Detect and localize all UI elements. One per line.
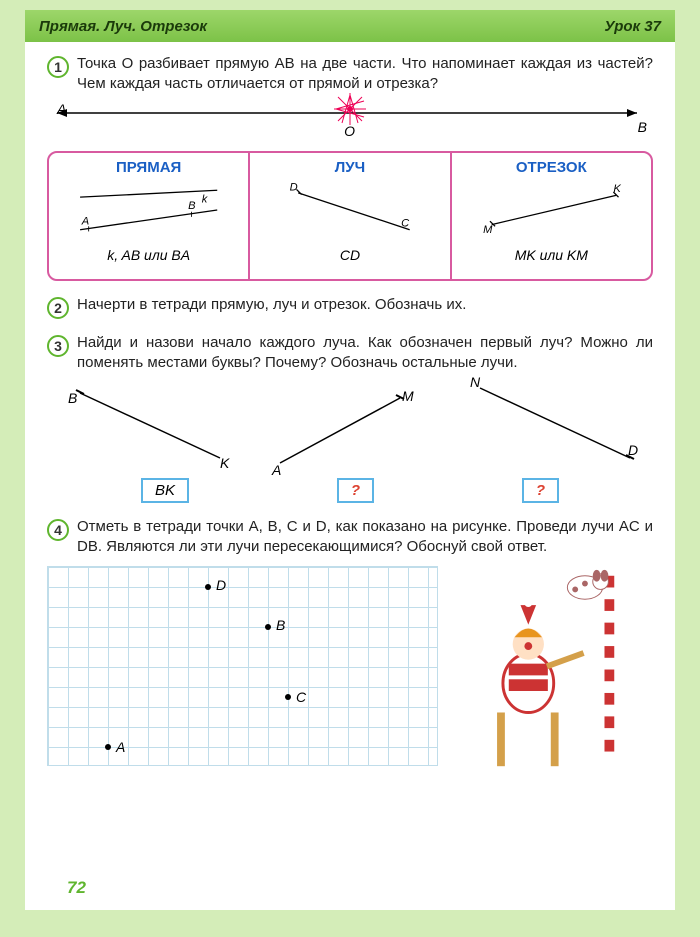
- task-number: 3: [47, 335, 69, 357]
- answer-q2: ?: [522, 478, 559, 503]
- definitions-box: ПРЯМАЯ k A B k, AB или BA ЛУЧ: [47, 151, 653, 281]
- svg-text:D: D: [628, 442, 638, 458]
- task-number: 2: [47, 297, 69, 319]
- svg-text:k: k: [202, 193, 209, 205]
- def-caption-seg: MK или KM: [460, 247, 643, 263]
- task-number: 1: [47, 56, 69, 78]
- label-c: C: [296, 689, 306, 705]
- task-4: 4 Отметь в тетради точки A, B, C и D, ка…: [47, 517, 653, 771]
- topic-title: Прямая. Луч. Отрезок: [39, 18, 207, 35]
- grid-area: A B C D: [47, 566, 653, 771]
- point-a: [105, 744, 111, 750]
- task-1: 1 Точка O разбивает прямую AB на две час…: [47, 54, 653, 281]
- clown-illustration: [458, 566, 653, 771]
- svg-text:D: D: [290, 181, 298, 193]
- task-3: 3 Найди и назови начало каждого луча. Ка…: [47, 333, 653, 504]
- lesson-header: Прямая. Луч. Отрезок Урок 37: [25, 10, 675, 42]
- line-ab-diagram: A B O: [57, 101, 643, 141]
- lesson-number: Урок 37: [604, 18, 661, 35]
- label-b: B: [638, 119, 647, 135]
- answer-bk: BK: [141, 478, 189, 503]
- svg-text:B: B: [68, 390, 77, 406]
- svg-text:K: K: [613, 183, 621, 195]
- def-segment: ОТРЕЗОК M K MK или KM: [452, 153, 651, 279]
- answer-q1: ?: [337, 478, 374, 503]
- page: Прямая. Луч. Отрезок Урок 37 1 Точка O р…: [25, 10, 675, 910]
- page-number: 72: [67, 878, 86, 898]
- label-d: D: [216, 577, 226, 593]
- label-b: B: [276, 617, 285, 633]
- svg-text:A: A: [271, 462, 281, 478]
- svg-text:A: A: [81, 215, 89, 227]
- point-b: [265, 624, 271, 630]
- rays-diagram: B K A M N D: [47, 373, 653, 483]
- def-ray: ЛУЧ D C CD: [250, 153, 451, 279]
- task-text: Отметь в тетради точки A, B, C и D, как …: [77, 517, 653, 558]
- def-caption-line: k, AB или BA: [57, 247, 240, 263]
- svg-text:K: K: [220, 455, 230, 471]
- label-a: A: [116, 739, 125, 755]
- def-title-seg: ОТРЕЗОК: [460, 159, 643, 176]
- def-title-line: ПРЯМАЯ: [57, 159, 240, 176]
- label-a: A: [57, 101, 66, 117]
- def-line-svg: k A B: [57, 180, 240, 240]
- task-2: 2 Начерти в тетради прямую, луч и отрезо…: [47, 295, 653, 319]
- point-c: [285, 694, 291, 700]
- def-seg-svg: M K: [460, 180, 643, 240]
- task-number: 4: [47, 519, 69, 541]
- content: 1 Точка O разбивает прямую AB на две час…: [25, 42, 675, 771]
- svg-text:C: C: [401, 217, 410, 229]
- point-d: [205, 584, 211, 590]
- svg-text:N: N: [470, 374, 481, 390]
- svg-text:M: M: [402, 388, 414, 404]
- sun-icon: [332, 91, 368, 127]
- def-title-ray: ЛУЧ: [258, 159, 441, 176]
- svg-text:M: M: [483, 224, 493, 236]
- svg-text:B: B: [188, 200, 196, 212]
- def-caption-ray: CD: [258, 247, 441, 263]
- def-line: ПРЯМАЯ k A B k, AB или BA: [49, 153, 250, 279]
- task-text: Найди и назови начало каждого луча. Как …: [77, 333, 653, 374]
- task-text: Начерти в тетради прямую, луч и отрезок.…: [77, 295, 466, 315]
- task-text: Точка O разбивает прямую AB на две части…: [77, 54, 653, 95]
- grid: A B C D: [47, 566, 438, 766]
- def-ray-svg: D C: [258, 180, 441, 240]
